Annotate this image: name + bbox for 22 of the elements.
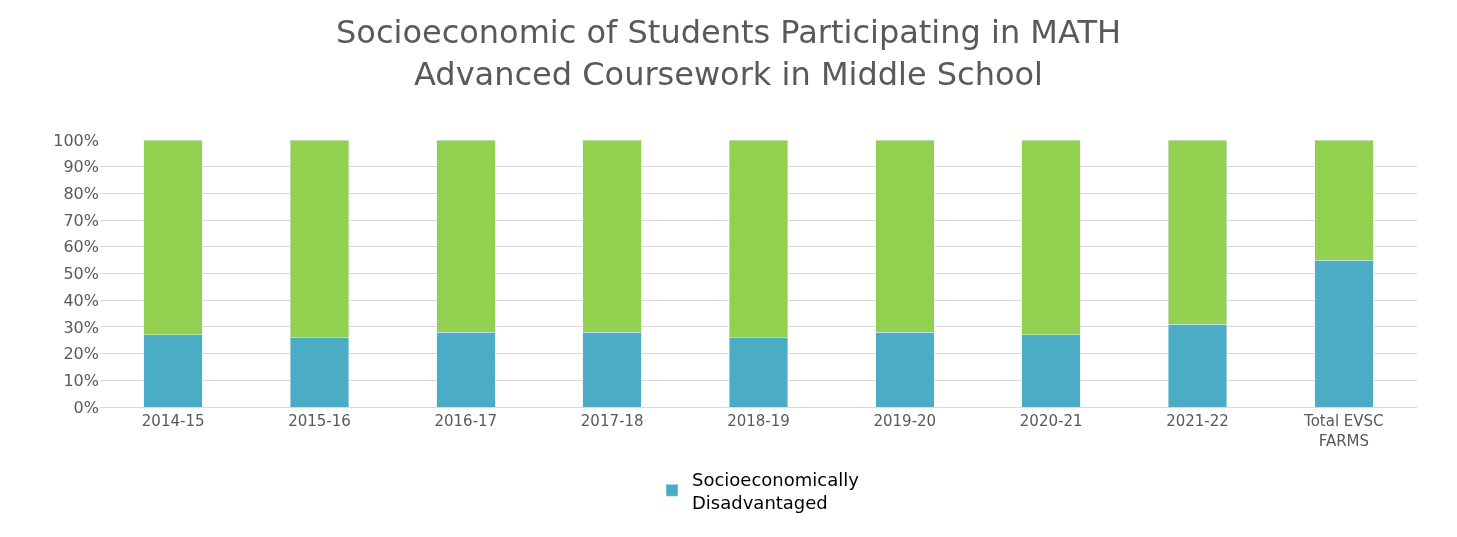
- x-tick-label: 2014-15: [141, 412, 205, 430]
- y-tick-label: 70%: [63, 210, 99, 230]
- x-tick-label: 2015-16: [288, 412, 351, 430]
- y-tick-label: 100%: [53, 130, 99, 150]
- x-tick-label: 2018-19: [727, 412, 790, 430]
- x-tick-label: 2021-22: [1166, 412, 1229, 430]
- y-tick-label: 90%: [63, 157, 99, 177]
- x-tick-label: Total EVSC FARMS: [1303, 412, 1384, 450]
- legend-label: Socioeconomically Disadvantaged: [692, 468, 860, 514]
- y-tick-label: 0%: [73, 397, 99, 417]
- x-tick-label: 2020-21: [1019, 412, 1083, 430]
- y-tick-label: 80%: [63, 184, 99, 203]
- x-tick-label: 2016-17: [434, 412, 498, 430]
- y-tick-label: 10%: [63, 370, 99, 390]
- x-tick-label: 2017-18: [580, 412, 644, 430]
- chart-title: Socioeconomic of Students Participating in MATH Advanced Coursework in Middle School: [336, 12, 1121, 93]
- y-tick-label: 60%: [63, 237, 99, 257]
- y-tick-label: 40%: [63, 290, 99, 310]
- y-tick-label: 20%: [63, 344, 99, 364]
- y-tick-label: 30%: [63, 317, 99, 337]
- x-tick-label: 2019-20: [873, 412, 937, 430]
- y-tick-label: 50%: [63, 264, 99, 284]
